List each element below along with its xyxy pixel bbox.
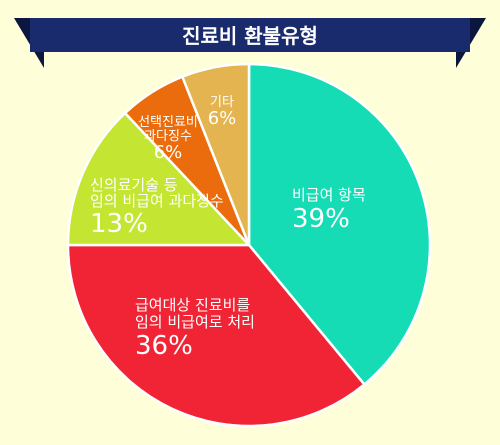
pie-slices [66, 62, 432, 428]
slice-label-line: 임의 비급여로 처리 [135, 313, 255, 331]
slice-label-5: 기타 6% [208, 95, 237, 129]
slice-label-line: 과다징수 [144, 129, 192, 144]
pie-slice-2 [66, 243, 366, 428]
slice-label-3: 신의료기술 등 임의 비급여 과다징수 13% [90, 176, 224, 239]
pie-slice-5 [181, 62, 251, 247]
slice-value-label: 6% [154, 142, 183, 163]
pie-slice-1 [247, 62, 432, 386]
banner-bar [30, 18, 470, 52]
slice-value-label: 13% [90, 209, 148, 239]
slice-label-line: 선택진료비 [138, 115, 198, 130]
pie-slice-3 [66, 111, 251, 247]
title-banner: 진료비 환불유형 [14, 18, 486, 68]
slice-label-line: 급여대상 진료비를 [135, 296, 250, 314]
pie-labels: 비급여 항목 39%급여대상 진료비를 임의 비급여로 처리 36%신의료기술 등 임의… [90, 95, 366, 361]
slice-value-label: 39% [292, 204, 350, 234]
slice-label-line: 기타 [210, 95, 234, 110]
slice-label-line: 임의 비급여 과다징수 [90, 192, 224, 210]
chart-title: 진료비 환불유형 [182, 24, 318, 48]
slice-label-4: 선택진료비 과다징수 6% [138, 115, 198, 163]
slice-label-1: 비급여 항목 39% [292, 186, 366, 234]
slice-label-line: 비급여 항목 [292, 186, 366, 204]
slice-value-label: 6% [208, 108, 237, 129]
slice-label-line: 신의료기술 등 [90, 176, 178, 194]
slice-label-2: 급여대상 진료비를 임의 비급여로 처리 36% [135, 296, 255, 361]
slice-value-label: 36% [135, 331, 193, 361]
